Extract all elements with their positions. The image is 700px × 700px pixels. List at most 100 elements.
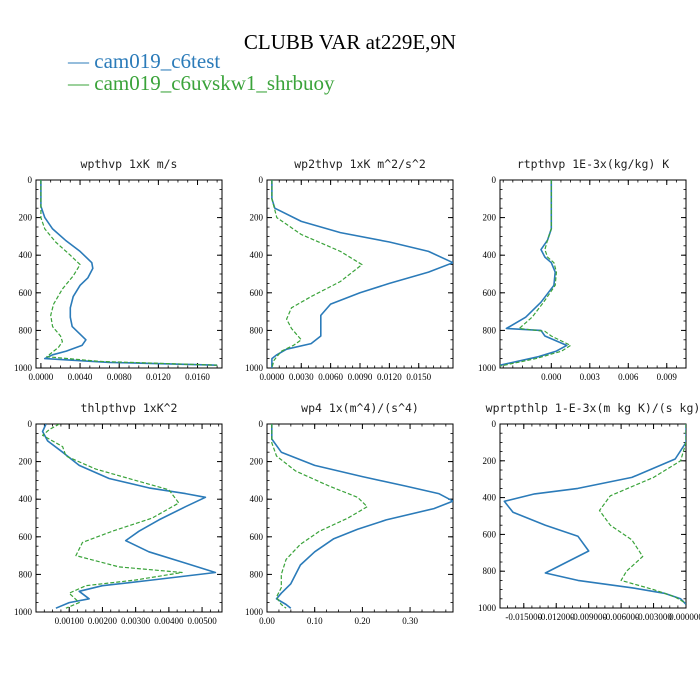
y-tick-label: 600	[483, 529, 497, 539]
y-tick-label: 200	[19, 213, 33, 223]
y-tick-label: 1000	[14, 607, 33, 617]
panel-frame	[499, 179, 687, 369]
y-tick-label: 600	[483, 288, 497, 298]
x-tick-label: 0.006	[618, 372, 639, 382]
x-tick-label: 0.000000	[669, 612, 700, 622]
y-tick-label: 1000	[14, 363, 33, 373]
series-line-c6uvskw1-shrbuoy	[500, 180, 572, 367]
legend-entry-series-1: — cam019_c6test	[68, 49, 221, 73]
y-tick-label: 400	[483, 250, 497, 260]
y-tick-label: 1000	[245, 607, 264, 617]
x-tick-label: 0.0030	[289, 372, 314, 382]
series-line-c6test	[40, 180, 218, 366]
y-tick-label: 600	[19, 532, 33, 542]
x-tick-label: 0.0120	[377, 372, 402, 382]
panel-title: wp2thvp 1xK m^2/s^2	[294, 157, 426, 171]
x-tick-label: 0.00200	[88, 616, 118, 626]
x-tick-label: 0.00300	[121, 616, 151, 626]
series-line-c6test	[41, 424, 217, 609]
y-tick-label: 400	[250, 250, 264, 260]
panel-frame	[35, 423, 223, 613]
x-tick-label: 0.00500	[187, 616, 217, 626]
x-tick-label: -0.012000	[538, 612, 575, 622]
x-tick-label: -0.006000	[603, 612, 640, 622]
series-line-c6test	[270, 424, 453, 609]
series-line-c6test	[500, 180, 568, 366]
x-tick-label: 0.000	[541, 372, 562, 382]
y-tick-label: 800	[483, 566, 497, 576]
y-tick-label: 200	[250, 457, 264, 467]
y-tick-label: 800	[483, 325, 497, 335]
panel-title: rtpthvp 1E-3x(kg/kg) K	[517, 157, 669, 171]
panel-3: rtpthvp 1E-3x(kg/kg) K 0 200 400 600 800 1000 0…	[478, 157, 687, 382]
series-line-c6uvskw1-shrbuoy	[271, 180, 363, 368]
y-tick-label: 1000	[478, 363, 497, 373]
y-tick-label: 800	[250, 325, 264, 335]
panel-frame	[266, 179, 454, 369]
figure-title: CLUBB VAR at229E,9N	[243, 30, 457, 54]
y-tick-label: 200	[250, 213, 264, 223]
series-line-c6uvskw1-shrbuoy	[41, 424, 183, 609]
panel-6: wprtpthlp 1-E-3x(m kg K)/(s kg) 0 200 400 60…	[478, 401, 700, 622]
series-line-c6test	[271, 180, 453, 368]
panel-2: wp2thvp 1xK m^2/s^2020040060080010000.00…	[245, 157, 454, 382]
x-tick-label: 0.00400	[154, 616, 184, 626]
x-tick-label: 0.003	[580, 372, 601, 382]
x-tick-label: 0.0060	[318, 372, 343, 382]
y-tick-label: 0	[259, 175, 264, 185]
x-tick-label: 0.009	[657, 372, 678, 382]
x-tick-label: 0.10	[307, 616, 323, 626]
y-tick-label: 800	[250, 569, 264, 579]
panel-title: wpthvp 1xK m/s	[81, 157, 178, 171]
y-tick-label: 400	[483, 493, 497, 503]
y-tick-label: 0	[28, 175, 33, 185]
y-tick-label: 0	[259, 419, 264, 429]
panel-frame	[266, 423, 454, 613]
y-tick-label: 0	[492, 419, 497, 429]
y-tick-label: 800	[19, 569, 33, 579]
y-tick-label: 1000	[245, 363, 264, 373]
y-tick-label: 800	[19, 325, 33, 335]
x-tick-label: 0.0150	[406, 372, 431, 382]
x-tick-label: 0.0040	[68, 372, 93, 382]
y-tick-label: 0	[492, 175, 497, 185]
y-tick-label: 200	[483, 456, 497, 466]
x-tick-label: -0.015000	[505, 612, 542, 622]
x-tick-label: 0.0080	[107, 372, 132, 382]
panel-frame	[499, 423, 687, 609]
panel-title: wp4 1x(m^4)/(s^4)	[301, 401, 419, 415]
x-tick-label: 0.0160	[185, 372, 210, 382]
y-tick-label: 600	[250, 532, 264, 542]
x-tick-label: 0.0120	[146, 372, 171, 382]
x-tick-label: 0.20	[355, 616, 371, 626]
y-tick-label: 400	[250, 494, 264, 504]
x-tick-label: -0.003000	[635, 612, 672, 622]
panel-title: wprtpthlp 1-E-3x(m kg K)/(s kg)	[486, 401, 700, 415]
x-tick-label: 0.0000	[29, 372, 54, 382]
panel-frame	[35, 179, 223, 369]
y-tick-label: 200	[19, 457, 33, 467]
y-tick-label: 400	[19, 250, 33, 260]
y-tick-label: 0	[28, 419, 33, 429]
legend-entry-series-2: — cam019_c6uvskw1_shrbuoy	[68, 71, 335, 95]
y-tick-label: 1000	[478, 603, 497, 613]
legend: — cam019_c6test — cam019_c6uvskw1_shrbuo…	[68, 50, 335, 94]
y-tick-label: 400	[19, 494, 33, 504]
x-tick-label: -0.009000	[570, 612, 607, 622]
series-line-c6uvskw1-shrbuoy	[271, 424, 368, 609]
y-tick-label: 600	[250, 288, 264, 298]
x-tick-label: 0.0000	[260, 372, 285, 382]
series-line-c6uvskw1-shrbuoy	[40, 180, 218, 366]
x-tick-label: 0.0090	[348, 372, 373, 382]
x-tick-label: 0.00100	[55, 616, 85, 626]
series-line-c6uvskw1-shrbuoy	[598, 424, 686, 604]
y-tick-label: 200	[483, 213, 497, 223]
x-tick-label: 0.30	[402, 616, 418, 626]
y-tick-label: 600	[19, 288, 33, 298]
series-line-c6test	[503, 424, 686, 605]
x-tick-label: 0.00	[259, 616, 275, 626]
